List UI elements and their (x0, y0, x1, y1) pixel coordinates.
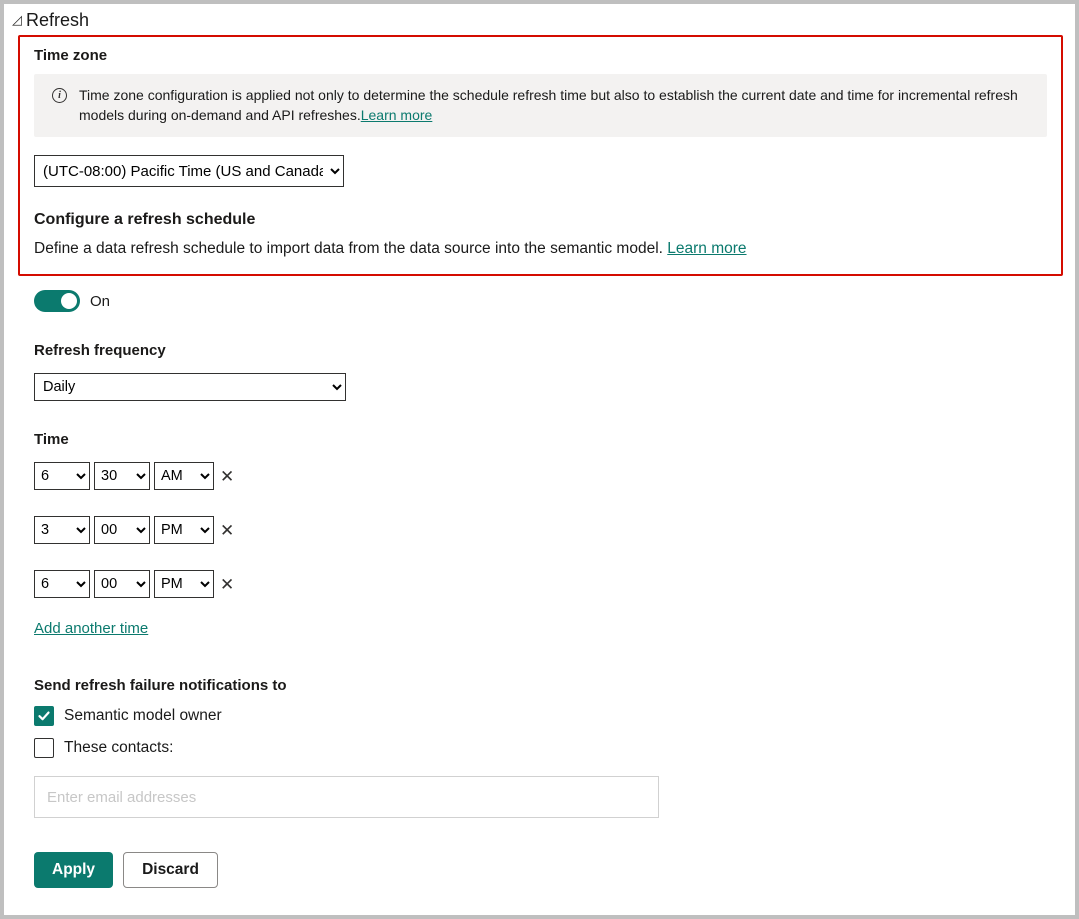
contacts-checkbox-row: These contacts: (34, 738, 1055, 758)
timezone-label: Time zone (34, 47, 1047, 64)
schedule-toggle-row: On (34, 290, 1055, 312)
time-hour-select[interactable]: 6 (34, 462, 90, 490)
time-hour-select[interactable]: 3 (34, 516, 90, 544)
time-row-1: 3 00 PM ✕ (34, 516, 1055, 544)
remove-time-icon[interactable]: ✕ (220, 522, 234, 539)
action-buttons: Apply Discard (34, 852, 1055, 888)
check-icon (37, 709, 51, 723)
contacts-email-input[interactable] (34, 776, 659, 818)
timezone-learn-more-link[interactable]: Learn more (361, 107, 433, 123)
time-row-2: 6 00 PM ✕ (34, 570, 1055, 598)
owner-checkbox[interactable] (34, 706, 54, 726)
schedule-section: Configure a refresh schedule Define a da… (34, 211, 1047, 260)
schedule-toggle[interactable] (34, 290, 80, 312)
schedule-description: Define a data refresh schedule to import… (34, 237, 1047, 260)
time-minute-select[interactable]: 00 (94, 570, 150, 598)
schedule-learn-more-link[interactable]: Learn more (667, 240, 746, 257)
contacts-checkbox-label: These contacts: (64, 739, 173, 757)
timezone-highlight-region: Time zone i Time zone configuration is a… (18, 35, 1063, 276)
frequency-label: Refresh frequency (34, 342, 1055, 359)
time-label: Time (34, 431, 1055, 448)
time-ampm-select[interactable]: AM (154, 462, 214, 490)
schedule-heading: Configure a refresh schedule (34, 211, 1047, 229)
section-title: Refresh (26, 10, 89, 31)
remove-time-icon[interactable]: ✕ (220, 468, 234, 485)
add-time-link[interactable]: Add another time (34, 620, 148, 637)
schedule-toggle-label: On (90, 293, 110, 310)
timezone-info-banner: i Time zone configuration is applied not… (34, 74, 1047, 137)
refresh-settings-panel: ◿ Refresh Time zone i Time zone configur… (0, 0, 1079, 919)
time-block: Time 6 30 AM ✕ 3 00 PM ✕ 6 00 PM ✕ Add a… (34, 431, 1055, 637)
apply-button[interactable]: Apply (34, 852, 113, 888)
owner-checkbox-row: Semantic model owner (34, 706, 1055, 726)
discard-button[interactable]: Discard (123, 852, 218, 888)
info-icon: i (52, 86, 67, 125)
contacts-checkbox[interactable] (34, 738, 54, 758)
time-minute-select[interactable]: 30 (94, 462, 150, 490)
time-row-0: 6 30 AM ✕ (34, 462, 1055, 490)
notifications-block: Send refresh failure notifications to Se… (34, 677, 1055, 818)
notifications-label: Send refresh failure notifications to (34, 677, 1055, 694)
refresh-content: On Refresh frequency Daily Time 6 30 AM … (34, 290, 1055, 888)
time-ampm-select[interactable]: PM (154, 570, 214, 598)
section-header[interactable]: ◿ Refresh (12, 10, 1065, 31)
time-ampm-select[interactable]: PM (154, 516, 214, 544)
time-minute-select[interactable]: 00 (94, 516, 150, 544)
timezone-info-text: Time zone configuration is applied not o… (79, 86, 1029, 125)
frequency-block: Refresh frequency Daily (34, 342, 1055, 401)
time-hour-select[interactable]: 6 (34, 570, 90, 598)
remove-time-icon[interactable]: ✕ (220, 576, 234, 593)
collapse-icon: ◿ (12, 12, 22, 28)
frequency-select[interactable]: Daily (34, 373, 346, 401)
timezone-select[interactable]: (UTC-08:00) Pacific Time (US and Canada) (34, 155, 344, 187)
owner-checkbox-label: Semantic model owner (64, 707, 222, 725)
